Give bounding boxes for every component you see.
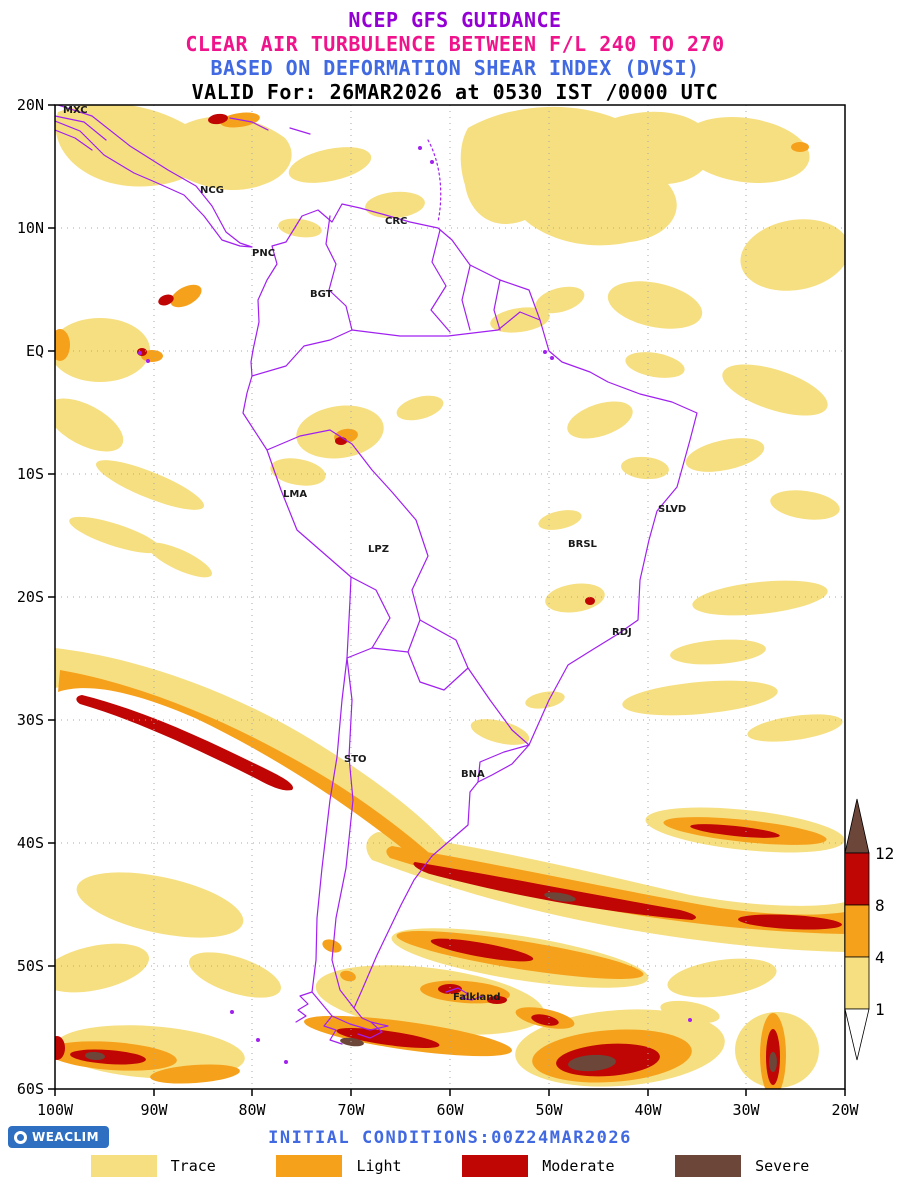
station-label-brsl: BRSL: [568, 539, 598, 550]
x-axis-labels: 100W 90W 80W 70W 60W 50W 40W 30W 20W: [37, 1101, 860, 1119]
turbulence-legend: Trace Light Moderate Severe: [0, 1155, 900, 1177]
central-america-coastline: [55, 105, 253, 248]
station-label-lpz: LPZ: [368, 544, 389, 555]
y-tick-label: 60S: [17, 1080, 44, 1098]
x-tick-label: 70W: [337, 1101, 365, 1119]
colorbar-moderate-segment: [844, 852, 870, 906]
x-tick-label: 60W: [436, 1101, 464, 1119]
station-label-bna: BNA: [461, 769, 485, 780]
station-label-mxc: MXC: [63, 105, 88, 116]
island-specks: [138, 146, 692, 1064]
station-labels: MXC NCG CRC PNC BGT LMA LPZ BRSL SLVD RDJ STO BNA Fa…: [63, 105, 686, 1003]
x-tick-label: 100W: [37, 1101, 74, 1119]
title-line-1: NCEP GFS GUIDANCE: [348, 8, 562, 32]
y-tick-label: 20S: [17, 588, 44, 606]
y-tick-label: 50S: [17, 957, 44, 975]
colorbar-label: 4: [875, 948, 885, 967]
y-tick-label: 20N: [17, 96, 44, 114]
legend-label: Moderate: [542, 1157, 615, 1175]
falkland-islands-outline: [445, 987, 483, 1001]
legend-label: Trace: [170, 1157, 216, 1175]
colorbar-below-min-segment: [844, 1008, 870, 1061]
lat-lon-gridlines: [55, 105, 845, 1089]
x-tick-label: 40W: [634, 1101, 662, 1119]
colorbar-label: 1: [875, 1000, 885, 1019]
initial-conditions-text: INITIAL CONDITIONS:00Z24MAR2026: [268, 1128, 632, 1148]
colorbar-severe-segment: [844, 798, 870, 854]
legend-item-moderate: Moderate: [462, 1155, 614, 1177]
title-line-3: BASED ON DEFORMATION SHEAR INDEX (DVSI): [210, 56, 700, 80]
x-tick-label: 90W: [140, 1101, 168, 1119]
y-axis-labels: 20N 10N EQ 10S 20S 30S 40S 50S 60S: [17, 96, 44, 1098]
legend-item-trace: Trace: [90, 1155, 216, 1177]
legend-swatch-light: [276, 1155, 343, 1177]
colorbar-label: 12: [875, 844, 894, 863]
y-tick-label: 10N: [17, 219, 44, 237]
title-block: NCEP GFS GUIDANCE CLEAR AIR TURBULENCE B…: [10, 8, 900, 104]
station-label-rdj: RDJ: [612, 627, 632, 638]
y-tick-label: 10S: [17, 465, 44, 483]
colorbar-light-segment: [844, 904, 870, 958]
y-tick-label: EQ: [26, 342, 44, 360]
legend-swatch-moderate: [462, 1155, 529, 1177]
legend-item-light: Light: [276, 1155, 402, 1177]
y-tick-label: 30S: [17, 711, 44, 729]
axis-ticks: [48, 104, 846, 1096]
legend-swatch-severe: [675, 1155, 742, 1177]
south-america-coastline: [242, 203, 698, 1031]
station-label-falkland: Falkland: [453, 992, 501, 1003]
x-tick-label: 50W: [535, 1101, 563, 1119]
colorbar: [844, 798, 870, 1061]
legend-label: Light: [356, 1157, 402, 1175]
title-line-4: VALID For: 26MAR2026 at 0530 IST /0000 U…: [191, 80, 719, 104]
turbulence-severe-layer: [85, 892, 777, 1072]
weaclim-logo[interactable]: WEACLIM: [8, 1126, 110, 1148]
colorbar-trace-segment: [844, 956, 870, 1010]
x-tick-label: 80W: [238, 1101, 266, 1119]
weaclim-logo-text: WEACLIM: [32, 1130, 100, 1144]
colorbar-labels: 12 8 4 1: [875, 844, 894, 1019]
weaclim-logo-icon: [14, 1130, 27, 1144]
x-tick-label: 20W: [831, 1101, 859, 1119]
station-label-ncg: NCG: [200, 185, 224, 196]
title-line-2: CLEAR AIR TURBULENCE BETWEEN F/L 240 TO …: [185, 32, 725, 56]
station-label-pnc: PNC: [252, 248, 275, 259]
coastline-borders: [55, 105, 698, 1045]
station-label-sto: STO: [344, 754, 367, 765]
y-tick-label: 40S: [17, 834, 44, 852]
antilles-arc: [427, 139, 442, 223]
station-label-bgt: BGT: [310, 289, 333, 300]
legend-label: Severe: [755, 1157, 810, 1175]
x-tick-label: 30W: [732, 1101, 760, 1119]
legend-item-severe: Severe: [675, 1155, 809, 1177]
colorbar-label: 8: [875, 896, 885, 915]
station-label-crc: CRC: [385, 216, 407, 227]
station-label-lma: LMA: [283, 489, 307, 500]
legend-swatch-trace: [90, 1155, 157, 1177]
station-label-slvd: SLVD: [658, 504, 686, 515]
